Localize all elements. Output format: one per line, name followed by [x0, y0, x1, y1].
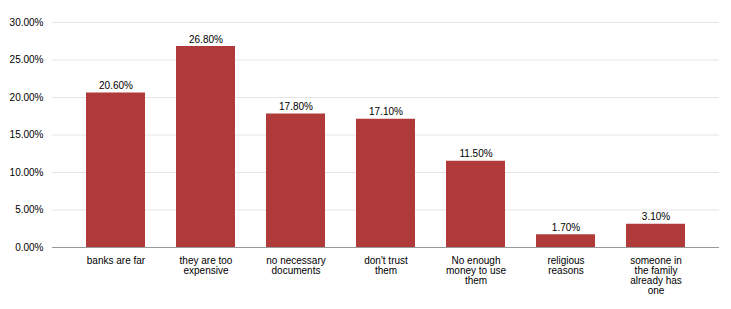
svg-text:17.10%: 17.10%	[369, 106, 403, 117]
svg-text:20.00%: 20.00%	[10, 92, 44, 103]
svg-text:20.60%: 20.60%	[99, 80, 133, 91]
svg-text:11.50%: 11.50%	[459, 148, 492, 159]
svg-text:30.00%: 30.00%	[10, 17, 44, 28]
svg-text:0.00%: 0.00%	[15, 242, 43, 253]
svg-text:17.80%: 17.80%	[279, 101, 313, 112]
svg-text:don't trustthem: don't trustthem	[364, 255, 408, 276]
svg-text:15.00%: 15.00%	[10, 129, 44, 140]
svg-text:10.00%: 10.00%	[10, 167, 44, 178]
svg-text:religiousreasons: religiousreasons	[547, 255, 584, 276]
svg-text:No enoughmoney to usethem: No enoughmoney to usethem	[446, 255, 506, 286]
svg-text:banks are far: banks are far	[87, 255, 146, 266]
svg-text:someone inthe familyalready ha: someone inthe familyalready hasone	[630, 255, 682, 296]
svg-text:1.70%: 1.70%	[552, 222, 580, 233]
svg-text:they are tooexpensive: they are tooexpensive	[180, 255, 233, 276]
svg-text:5.00%: 5.00%	[15, 204, 43, 215]
svg-text:3.10%: 3.10%	[642, 211, 670, 222]
svg-text:26.80%: 26.80%	[189, 34, 223, 45]
svg-text:no necessarydocuments: no necessarydocuments	[266, 255, 325, 276]
svg-text:25.00%: 25.00%	[10, 54, 44, 65]
